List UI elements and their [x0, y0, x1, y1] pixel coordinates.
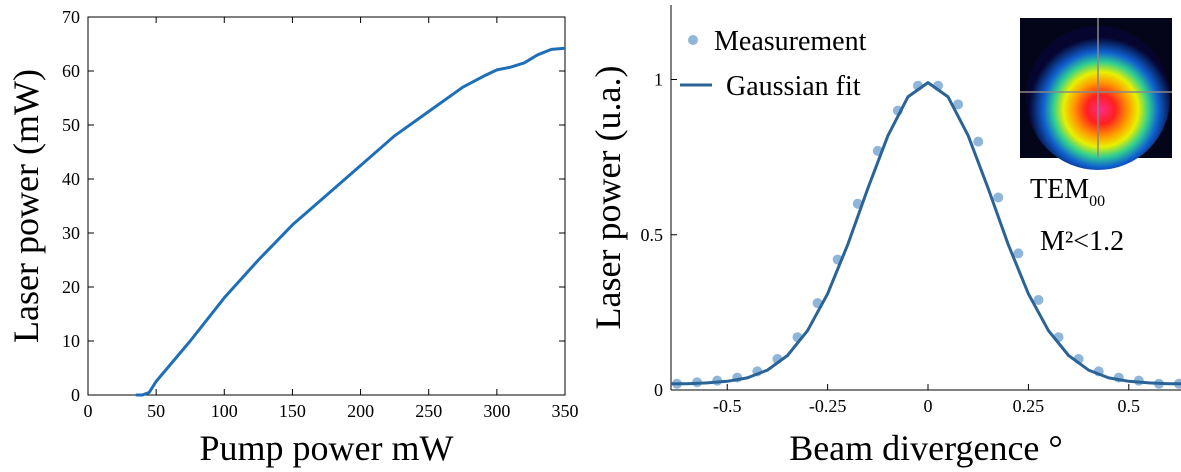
annotation-text: TEM: [1030, 174, 1089, 205]
x-tick-label: -0.5: [713, 396, 742, 416]
y-tick-label: 0.5: [641, 225, 664, 245]
data-point: [1033, 294, 1044, 305]
x-tick-label: 350: [552, 401, 579, 421]
beam-inset: [1020, 18, 1172, 170]
y-tick-label: 10: [62, 331, 80, 351]
x-tick-label: 200: [347, 401, 374, 421]
legend-marker: [688, 35, 698, 45]
y-tick-label: 0: [654, 380, 663, 400]
x-tick-label: 0: [84, 401, 93, 421]
x-tick-label: 0.5: [1118, 396, 1141, 416]
y-tick-label: 40: [62, 169, 80, 189]
x-tick-label: 0.25: [1013, 396, 1045, 416]
x-tick-label: 100: [211, 401, 238, 421]
y-tick-label: 30: [62, 223, 80, 243]
legend-label: Measurement: [714, 26, 867, 57]
x-tick-label: 300: [483, 401, 510, 421]
y-axis-label: Laser power (mW): [6, 69, 46, 343]
x-tick-label: 50: [147, 401, 165, 421]
y-tick-label: 1: [654, 70, 663, 90]
x-tick-label: 150: [279, 401, 306, 421]
y-tick-label: 70: [62, 7, 80, 27]
x-axis-label: Pump power mW: [200, 428, 454, 468]
data-line: [671, 81, 1181, 386]
legend-label: Gaussian fit: [726, 71, 861, 102]
y-axis-label: Laser power (u.a.): [588, 66, 628, 330]
data-point: [953, 99, 964, 110]
plot-frame: [87, 16, 566, 396]
data-point: [1013, 248, 1024, 259]
y-tick-label: 60: [62, 61, 80, 81]
y-tick-label: 50: [62, 115, 80, 135]
data-point: [993, 192, 1004, 203]
annotation: M²<1.2: [1040, 226, 1124, 257]
y-tick-label: 20: [62, 277, 80, 297]
x-tick-label: -0.25: [809, 396, 847, 416]
data-line: [135, 46, 566, 397]
y-tick-label: 0: [71, 385, 80, 405]
x-tick-label: 250: [415, 401, 442, 421]
data-point: [973, 136, 984, 147]
x-tick-label: 0: [924, 396, 933, 416]
annotation: TEM00: [1030, 174, 1105, 210]
x-axis-label: Beam divergence °: [789, 428, 1063, 468]
annotation-subscript: 00: [1089, 193, 1105, 210]
